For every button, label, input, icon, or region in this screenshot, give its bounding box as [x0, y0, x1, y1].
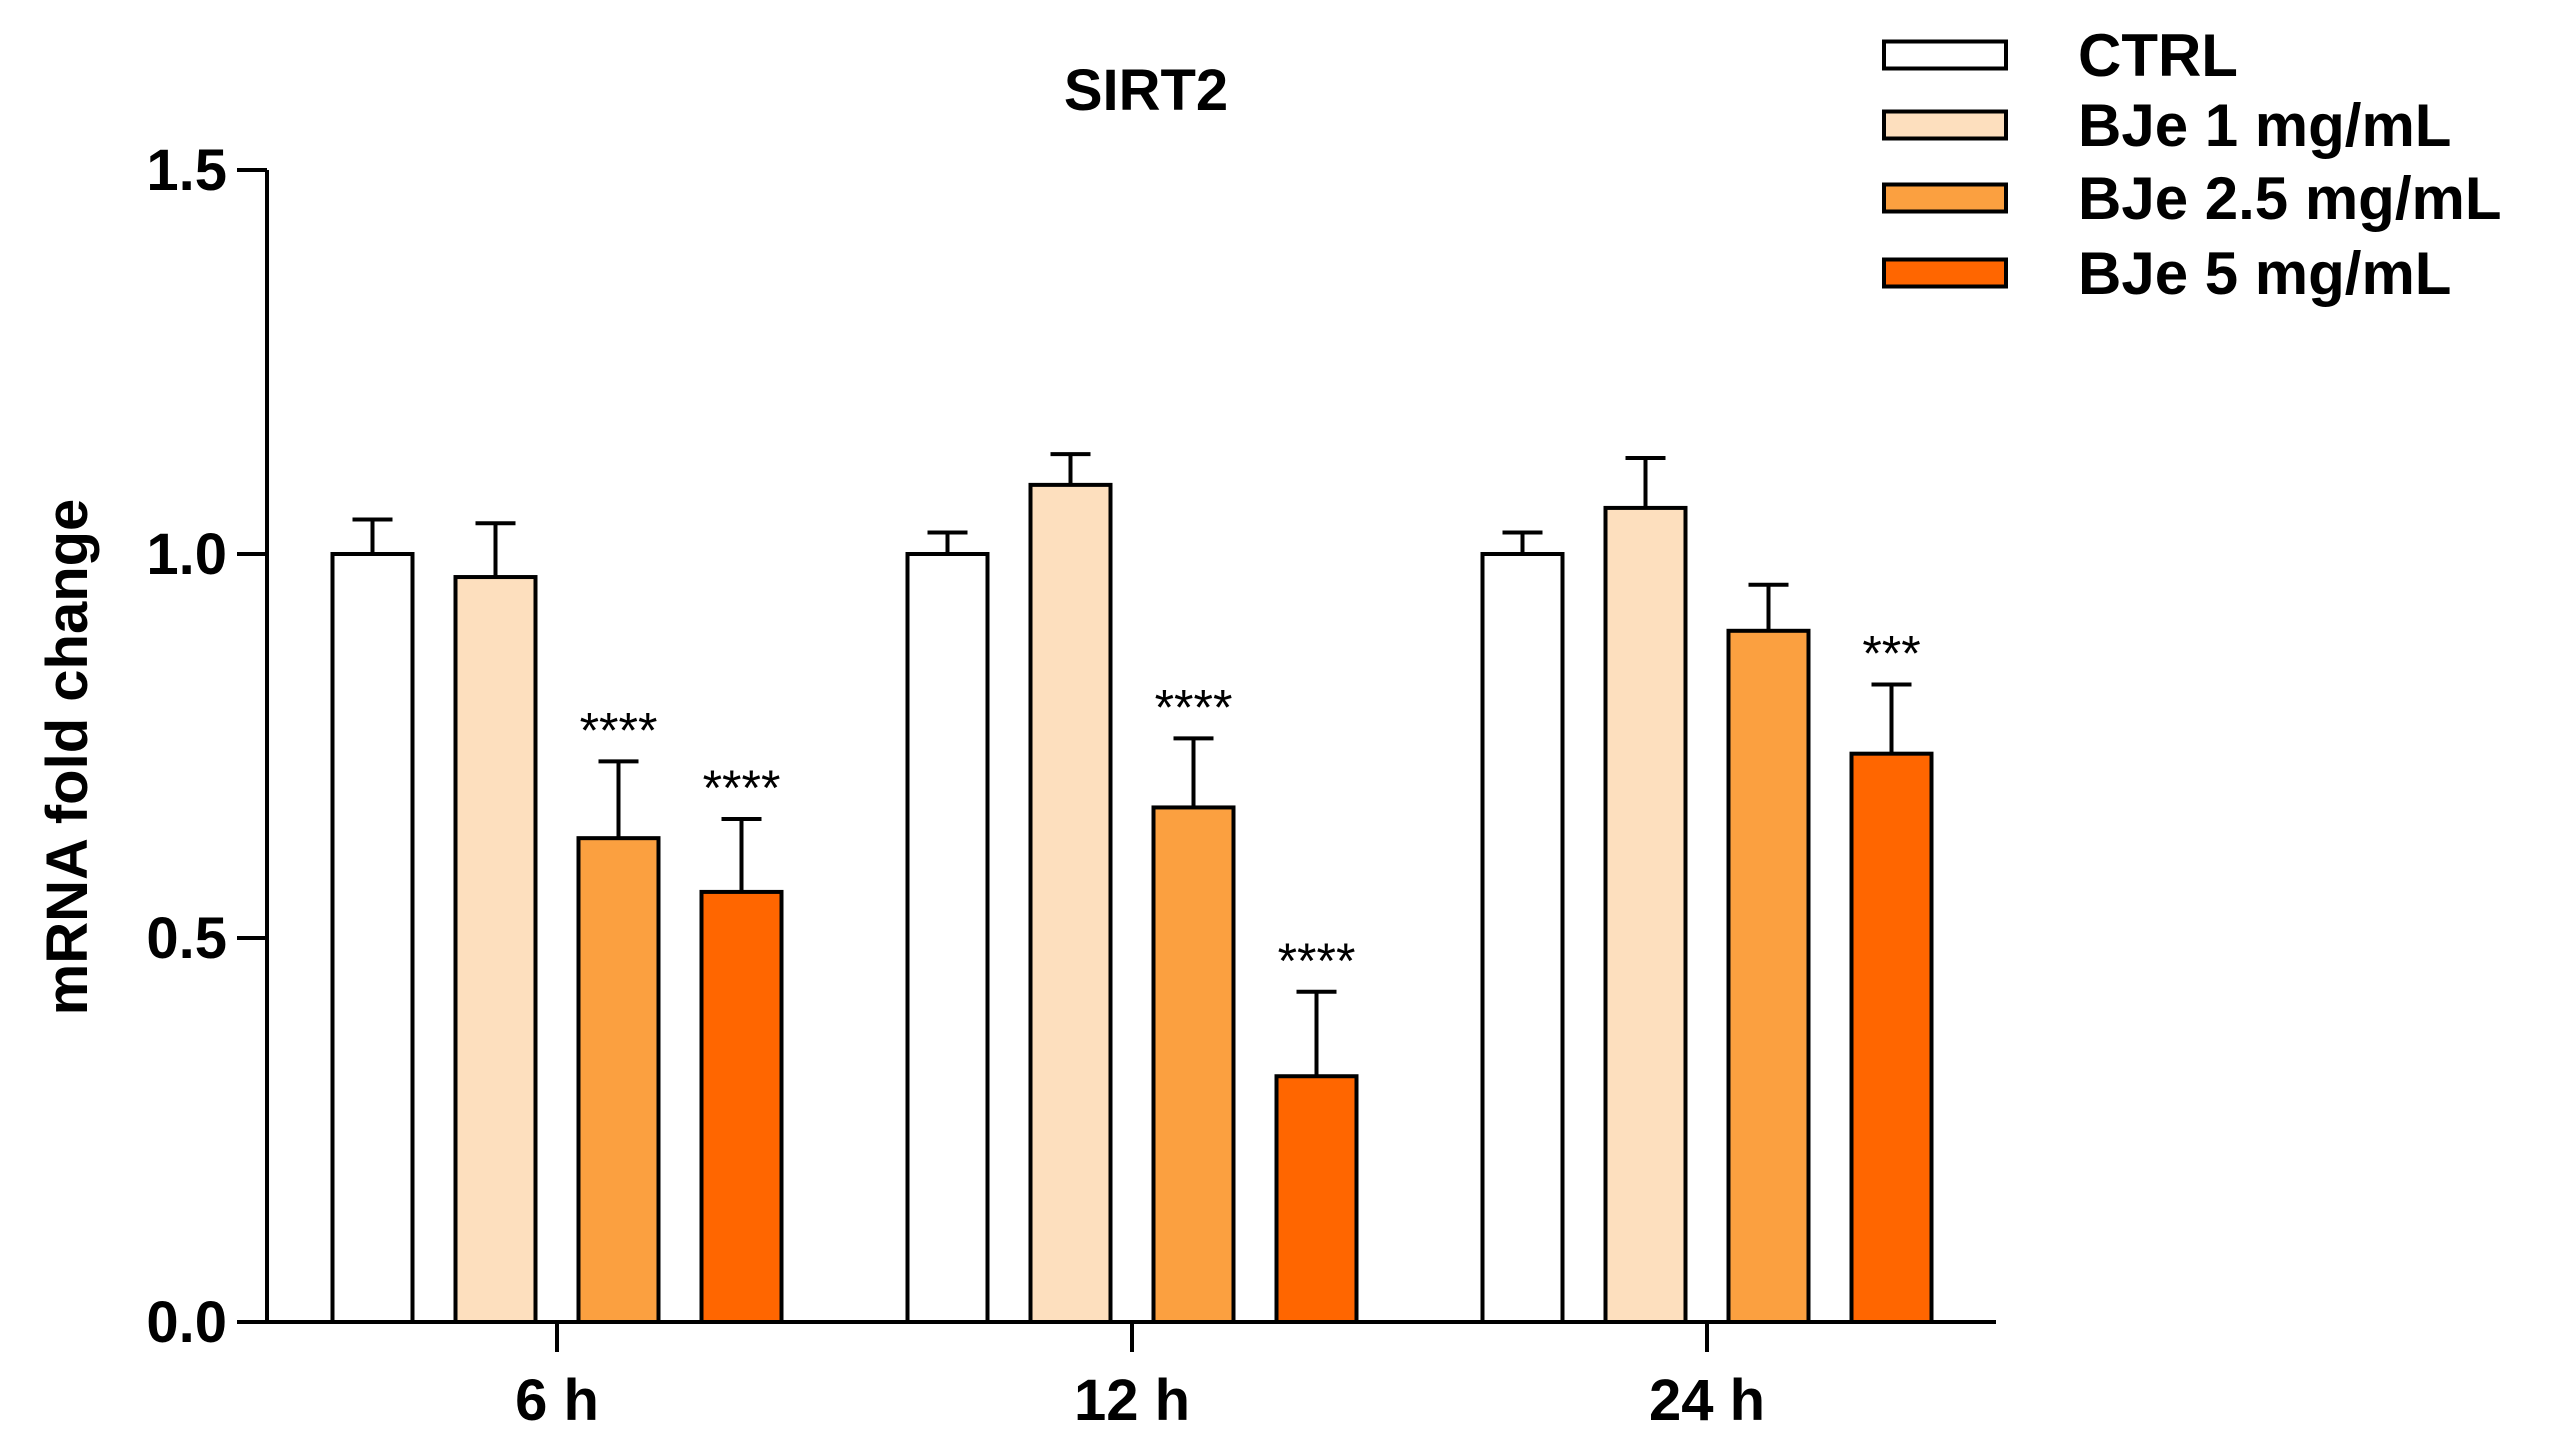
significance-label: ****: [703, 760, 781, 816]
x-tick-label: 6 h: [515, 1368, 599, 1433]
legend-label: BJe 1 mg/mL: [2078, 92, 2451, 159]
bar: [1849, 751, 1934, 1324]
legend-swatch: [1882, 39, 2008, 71]
x-tick-label: 24 h: [1649, 1368, 1765, 1433]
significance-label: ****: [580, 702, 658, 758]
legend-label: BJe 2.5 mg/mL: [2078, 165, 2502, 232]
y-tick-label: 0.0: [146, 1290, 227, 1355]
y-tick-label: 1.5: [146, 138, 227, 203]
chart-title: SIRT2: [1064, 58, 1228, 123]
legend-label: CTRL: [2078, 22, 2238, 89]
legend-swatch: [1882, 257, 2008, 289]
bar: [1028, 482, 1113, 1324]
x-tick-label: 12 h: [1074, 1368, 1190, 1433]
bar: [576, 836, 661, 1324]
legend-label: BJe 5 mg/mL: [2078, 240, 2451, 307]
significance-label: ****: [1155, 679, 1233, 735]
bar: [453, 575, 538, 1324]
legend-swatch: [1882, 109, 2008, 141]
bar: [1151, 805, 1236, 1324]
bar: [1726, 628, 1811, 1324]
bar: [1480, 552, 1565, 1324]
y-tick-label: 0.5: [146, 906, 227, 971]
significance-label: ****: [1278, 933, 1356, 989]
bar: [699, 889, 784, 1324]
y-axis-label: mRNA fold change: [35, 499, 100, 1016]
bar: [1274, 1074, 1359, 1324]
significance-label: ***: [1862, 626, 1920, 682]
legend-swatch: [1882, 182, 2008, 214]
bar: [1603, 505, 1688, 1325]
bar: [330, 552, 415, 1324]
bar: [905, 552, 990, 1324]
y-tick-label: 1.0: [146, 522, 227, 587]
plot-area: 0.00.51.01.56 h 12 h 24 h**** *************…: [146, 138, 1996, 1433]
